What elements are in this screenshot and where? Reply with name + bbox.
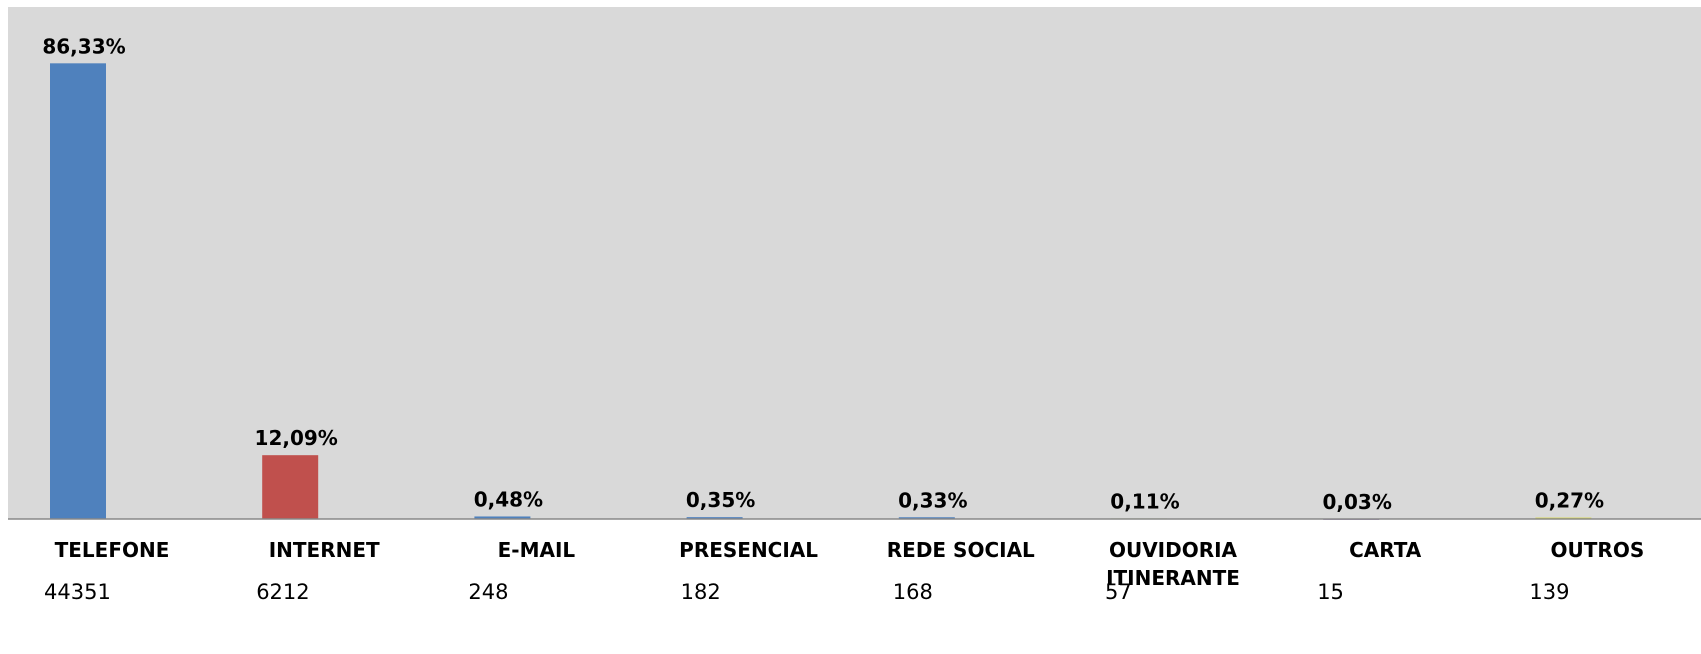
bar	[262, 455, 319, 519]
category-label: OUTROS	[1550, 538, 1645, 562]
plot-area	[8, 7, 1701, 519]
count-label: 57	[1105, 580, 1132, 604]
data-label: 0,27%	[1535, 489, 1604, 513]
count-label: 139	[1529, 580, 1570, 604]
data-label: 0,35%	[686, 488, 755, 512]
bar	[50, 63, 106, 519]
count-label: 182	[680, 580, 721, 604]
count-label: 44351	[44, 580, 111, 604]
count-label: 15	[1317, 580, 1344, 604]
data-label: 0,33%	[898, 488, 967, 512]
category-label: REDE SOCIAL	[886, 538, 1035, 562]
category-label: OUVIDORIA ITINERANTE	[1106, 538, 1240, 590]
bar	[898, 517, 955, 519]
category-label: CARTA	[1349, 538, 1422, 562]
data-label: 12,09%	[255, 426, 338, 450]
bar	[474, 516, 531, 519]
category-label: TELEFONE	[54, 538, 170, 562]
category-label: INTERNET	[268, 538, 380, 562]
count-label: 168	[892, 580, 933, 604]
count-label: 248	[468, 580, 509, 604]
data-label: 0,03%	[1323, 490, 1392, 514]
data-label: 0,48%	[474, 487, 543, 511]
bar	[686, 517, 743, 519]
category-label: PRESENCIAL	[679, 538, 819, 562]
category-label: E-MAIL	[497, 538, 576, 562]
count-label: 6212	[256, 580, 310, 604]
data-label: 0,11%	[1110, 489, 1179, 513]
data-label: 86,33%	[42, 34, 125, 58]
